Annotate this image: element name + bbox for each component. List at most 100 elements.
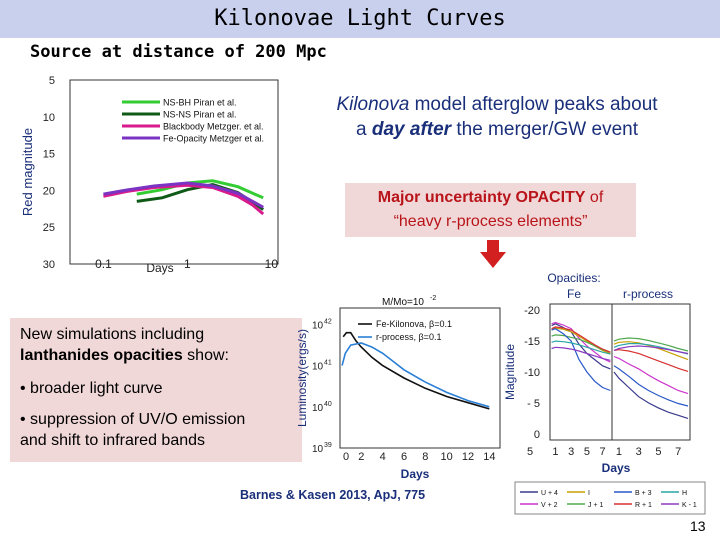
x-tick-label: 6: [401, 451, 407, 463]
sim-intro-bold: lanthanides opacities: [20, 347, 183, 364]
series-line: [136, 179, 264, 200]
y-axis-label: Luminosity(ergs/s): [298, 329, 309, 427]
legend-label: Fe-Kilonova, β=0.1: [376, 319, 452, 329]
legend-label: J + 1: [588, 502, 603, 509]
y-tick-label: -10: [524, 367, 540, 379]
down-arrow-shaft: [487, 240, 499, 254]
afterglow-part3: a: [356, 119, 372, 140]
y-tick-label: 10: [312, 403, 324, 414]
slide-subtitle: Source at distance of 200 Mpc: [30, 42, 327, 62]
x-tick-label: 8: [422, 451, 428, 463]
chart-title-exponent: -2: [430, 295, 436, 302]
afterglow-kilonova: Kilonova: [336, 94, 410, 115]
legend-label: U + 4: [541, 490, 558, 497]
y-tick-label: - 5: [527, 398, 540, 410]
series-line: [613, 349, 689, 372]
slide-number: 13: [690, 518, 706, 534]
x-tick-label: 12: [462, 451, 474, 463]
citation: Barnes & Kasen 2013, ApJ, 775: [240, 488, 426, 502]
x-tick-label: 0.1: [95, 257, 112, 271]
down-arrow-icon: [480, 252, 506, 268]
y-tick-exponent: 42: [324, 318, 332, 325]
sim-bullet-2-cont: and shift to infrared bands: [20, 432, 206, 449]
x-tick-label: 3: [636, 446, 642, 458]
series-line: [551, 334, 611, 353]
y-tick-exponent: 41: [324, 360, 332, 367]
y-axis-label: Red magnitude: [20, 128, 35, 216]
x-tick-label: 2: [358, 451, 364, 463]
y-tick-label: -20: [524, 305, 540, 317]
afterglow-text: Kilonova model afterglow peaks about a d…: [312, 92, 682, 142]
sim-intro-part2: show:: [182, 347, 229, 364]
y-axis-label: Magnitude: [503, 344, 517, 400]
legend-label: R + 1: [635, 502, 652, 509]
x-tick-label: 10: [441, 451, 453, 463]
legend-label: B + 3: [635, 490, 652, 497]
series-line: [551, 328, 611, 392]
legend-label: H: [682, 490, 687, 497]
slide-title: Kilonovae Light Curves: [214, 6, 506, 31]
sim-bullet-2: • suppression of UV/O emission: [20, 411, 246, 428]
opacity-line1-bold: Major uncertainty OPACITY: [377, 189, 586, 206]
x-tick-label: 1: [184, 257, 191, 271]
x-tick-label: 10: [265, 257, 279, 271]
afterglow-day-after: day after: [371, 119, 452, 140]
x-tick-label: 7: [600, 446, 606, 458]
y-tick-label: 15: [43, 149, 55, 161]
opacity-line2: “heavy r-process elements”: [393, 213, 588, 230]
simulation-box: New simulations including lanthanides op…: [10, 318, 302, 462]
series-line: [341, 342, 490, 408]
x-axis-start-label: 5: [527, 446, 533, 458]
opacity-line1-rest: of: [585, 189, 604, 206]
legend-label: r-process, β=0.1: [376, 332, 441, 342]
series-line: [551, 340, 611, 355]
y-tick-label: 10: [312, 320, 324, 331]
x-tick-label: 1: [552, 446, 558, 458]
x-tick-label: 5: [655, 446, 661, 458]
plot-frame: [339, 307, 501, 449]
y-tick-label: 10: [312, 444, 324, 455]
opacity-magnitude-chart: Opacities: Fe r-process -20 -15 -10 - 5 0 Magnit…: [503, 271, 706, 515]
y-tick-exponent: 39: [324, 442, 332, 449]
chart-title: M/Mo=10: [382, 297, 424, 308]
x-tick-label: 3: [568, 446, 574, 458]
legend-label: V + 2: [541, 502, 558, 509]
legend-label: Blackbody Metzger. et al.: [163, 122, 264, 132]
legend-label: K - 1: [682, 502, 697, 509]
series-line: [613, 337, 689, 352]
afterglow-part5: the merger/GW event: [451, 119, 638, 140]
plot-frame: [69, 79, 279, 265]
x-tick-label: 1: [616, 446, 622, 458]
legend-label: I: [588, 490, 590, 497]
panel-label-rprocess: r-process: [623, 287, 673, 301]
afterglow-part2: model afterglow peaks about: [409, 94, 658, 115]
y-tick-label: 20: [43, 185, 55, 197]
chart-title: Opacities:: [547, 271, 600, 285]
plot-frame: [549, 303, 691, 441]
x-axis-label: Days: [401, 467, 430, 481]
series-line: [613, 345, 689, 355]
y-tick-label: 10: [43, 112, 55, 124]
x-axis-label: Days: [146, 261, 173, 275]
series-line: [613, 355, 689, 395]
x-tick-label: 0: [343, 451, 349, 463]
series-line: [613, 371, 689, 419]
red-magnitude-chart: 5 10 15 20 25 30 Red magnitude 0.1 1 10 Days NS-BH …: [20, 75, 279, 275]
series-line: [551, 321, 611, 363]
y-tick-label: 25: [43, 222, 55, 234]
x-tick-label: 14: [483, 451, 495, 463]
y-tick-label: -15: [524, 336, 540, 348]
x-tick-label: 7: [675, 446, 681, 458]
y-tick-label: 30: [43, 259, 55, 271]
panel-label-fe: Fe: [567, 287, 581, 301]
legend-label: Fe-Opacity Metzger et al.: [163, 134, 264, 144]
series-line: [551, 346, 611, 361]
series-line: [613, 365, 689, 407]
legend-label: NS-BH Piran et al.: [163, 98, 237, 108]
x-tick-label: 5: [584, 446, 590, 458]
opacity-uncertainty-box: Major uncertainty OPACITY of “heavy r-pr…: [345, 183, 636, 237]
sim-bullet-1: • broader light curve: [20, 380, 163, 397]
title-bar: [0, 0, 720, 38]
sim-intro-line1: New simulations including: [20, 326, 205, 343]
